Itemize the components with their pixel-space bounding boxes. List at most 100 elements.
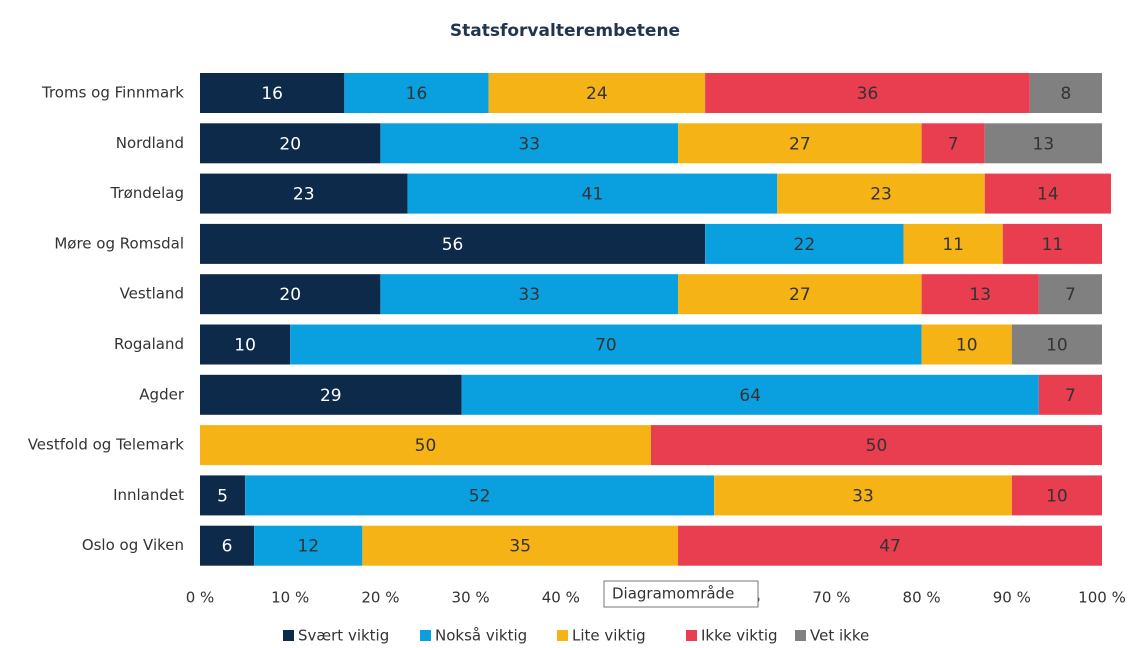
bar-segment — [254, 525, 363, 566]
y-tick-label: Vestland — [120, 285, 184, 303]
bar-segment — [1002, 223, 1102, 264]
bar-segment — [678, 525, 1102, 566]
data-label: 70 — [595, 336, 617, 356]
y-tick-label: Agder — [139, 385, 185, 403]
data-label: 35 — [509, 537, 531, 557]
x-tick-label: 20 % — [361, 589, 399, 607]
y-tick-label: Oslo og Viken — [82, 536, 184, 554]
legend-swatch — [557, 630, 568, 641]
bar-segment — [380, 274, 679, 315]
x-tick-label: 40 % — [542, 589, 580, 607]
data-label: 16 — [406, 84, 428, 104]
bar-segment — [921, 324, 1012, 365]
data-label: 36 — [857, 84, 879, 104]
bar-segment — [200, 123, 381, 164]
x-tick-label: 80 % — [903, 589, 941, 607]
data-label: 23 — [293, 185, 315, 205]
data-label: 33 — [518, 134, 540, 154]
data-label: 5 — [217, 486, 228, 506]
data-label: 22 — [794, 235, 816, 255]
tooltip-box — [603, 580, 759, 608]
bar-segment — [705, 223, 904, 264]
legend-swatch — [686, 630, 697, 641]
bar-segment — [200, 425, 651, 466]
bar-segment — [1038, 374, 1102, 415]
bar-segment — [488, 73, 706, 113]
legend-swatch — [283, 630, 294, 641]
bar-segment — [921, 123, 985, 164]
data-label: 7 — [1065, 285, 1076, 305]
data-label: 41 — [582, 185, 604, 205]
data-label: 10 — [234, 336, 256, 356]
bar-segment — [714, 475, 1012, 516]
x-tick-label: 90 % — [993, 589, 1031, 607]
bar-segment — [200, 475, 246, 516]
data-label: 7 — [1065, 386, 1076, 406]
data-label: 50 — [415, 436, 437, 456]
legend-label: Lite viktig — [572, 627, 646, 645]
tooltip: Diagramområde — [612, 585, 734, 603]
x-tick-label: 30 % — [452, 589, 490, 607]
y-tick-label: Nordland — [116, 134, 184, 152]
bar-segment — [344, 73, 489, 113]
data-label: 27 — [789, 285, 811, 305]
x-tick-label: 70 % — [812, 589, 850, 607]
y-tick-label: Troms og Finnmark — [41, 84, 184, 102]
legend-swatch — [420, 630, 431, 641]
bar-segment — [200, 73, 345, 113]
bar-segment — [200, 274, 381, 315]
bar-segment — [200, 223, 706, 264]
bar-segment — [461, 374, 1039, 415]
bar-segment — [1011, 324, 1102, 365]
bar-segment — [1038, 274, 1102, 315]
data-label: 64 — [739, 386, 761, 406]
bar-segment — [200, 173, 408, 214]
data-label: 29 — [320, 386, 342, 406]
legend-label: Svært viktig — [298, 627, 389, 645]
data-label: 24 — [586, 84, 608, 104]
data-label: 10 — [956, 336, 978, 356]
data-label: 50 — [866, 436, 888, 456]
bar-segment — [1011, 475, 1102, 516]
data-label: 10 — [1046, 486, 1068, 506]
data-label: 20 — [279, 285, 301, 305]
data-label: 11 — [942, 235, 964, 255]
data-label: 7 — [948, 134, 959, 154]
data-label: 27 — [789, 134, 811, 154]
bar-segment — [777, 173, 985, 214]
bar-segment — [407, 173, 778, 214]
y-tick-label: Møre og Romsdal — [54, 234, 184, 252]
data-label: 56 — [442, 235, 464, 255]
legend-label: Ikke viktig — [701, 627, 778, 645]
bar-segment — [1029, 73, 1102, 113]
bar-segment — [380, 123, 679, 164]
data-label: 33 — [518, 285, 540, 305]
bar-segment — [200, 525, 255, 566]
y-tick-label: Rogaland — [114, 335, 184, 353]
x-tick-label: 10 % — [271, 589, 309, 607]
data-label: 20 — [279, 134, 301, 154]
y-tick-label: Vestfold og Telemark — [28, 436, 185, 454]
bar-segment — [984, 123, 1102, 164]
bar-segment — [903, 223, 1003, 264]
bar-segment — [984, 173, 1112, 214]
chart-title: Statsforvalterembetene — [450, 21, 680, 41]
data-label: 13 — [1033, 134, 1055, 154]
legend-swatch — [795, 630, 806, 641]
data-label: 12 — [297, 537, 319, 557]
bar-segment — [200, 374, 462, 415]
data-label: 10 — [1046, 336, 1068, 356]
bar-segment — [290, 324, 922, 365]
bar-segment — [678, 274, 922, 315]
data-label: 14 — [1037, 185, 1059, 205]
data-label: 13 — [969, 285, 991, 305]
bar-segment — [921, 274, 1039, 315]
data-label: 11 — [1042, 235, 1064, 255]
bar-segment — [245, 475, 715, 516]
bar-segment — [705, 73, 1030, 113]
data-label: 16 — [261, 84, 283, 104]
data-label: 47 — [879, 537, 901, 557]
legend-label: Vet ikke — [810, 627, 869, 645]
y-tick-label: Innlandet — [113, 486, 184, 504]
